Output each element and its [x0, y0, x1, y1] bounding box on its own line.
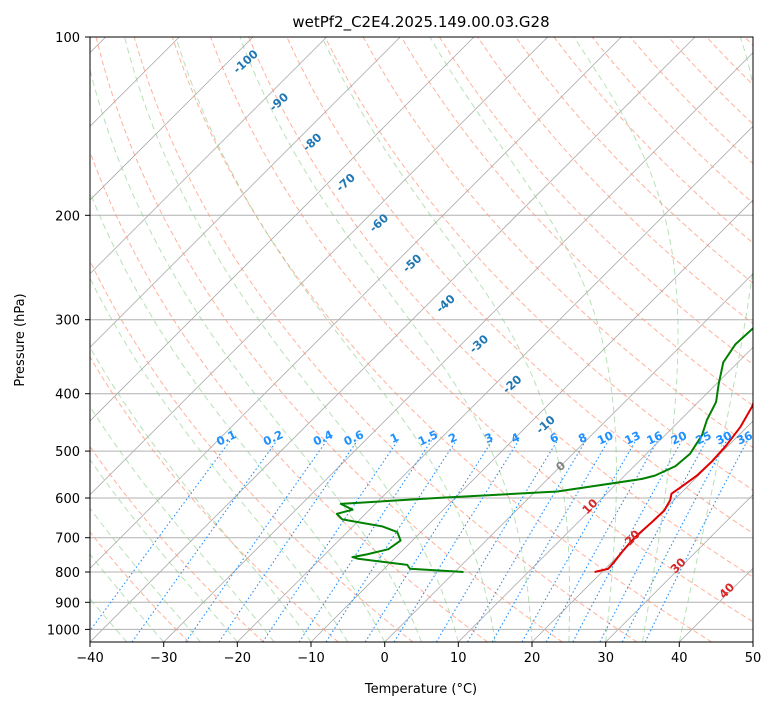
y-tick-label: 400 — [55, 388, 80, 403]
x-tick-label: −40 — [76, 651, 103, 666]
dry-adiabat-line — [90, 531, 190, 642]
dry-adiabat-line — [171, 37, 712, 642]
plot-frame — [89, 36, 754, 643]
isotherm-line — [90, 37, 327, 275]
mixing-ratio-line — [521, 440, 637, 642]
moist-adiabat-line — [90, 67, 422, 642]
y-axis-label: Pressure (hPa) — [13, 293, 28, 386]
moist-adiabat-line — [175, 37, 496, 642]
moist-adiabat-line — [429, 37, 617, 642]
x-tick-label: −20 — [224, 651, 251, 666]
temperature-series-line — [594, 401, 753, 573]
mixing-ratio-label: 25 — [693, 428, 713, 447]
mixing-ratio-label: 36 — [734, 428, 754, 447]
mixing-ratio-line — [393, 440, 520, 642]
y-tick-label: 800 — [55, 566, 80, 581]
dry-adiabat-line — [90, 150, 488, 642]
x-tick-label: −30 — [150, 651, 177, 666]
mixing-ratio-line — [298, 440, 432, 642]
y-tick-label: 900 — [55, 596, 80, 611]
mixing-ratio-line — [467, 440, 587, 642]
mixing-ratio-label: 16 — [644, 428, 664, 447]
dry-adiabat-line — [90, 445, 264, 642]
isotherm-line — [90, 37, 401, 348]
mixing-ratio-label: 30 — [714, 428, 734, 447]
isotherm-line — [752, 641, 753, 642]
y-tick-label: 1000 — [47, 623, 80, 638]
y-tick-label: 200 — [55, 209, 80, 224]
mixing-ratio-line — [364, 440, 493, 642]
isotherm-line — [458, 346, 753, 642]
dry-adiabat-line — [324, 37, 753, 491]
dry-adiabat-line — [210, 37, 753, 623]
x-tick-label: 10 — [450, 651, 467, 666]
dry-adiabat-line — [515, 37, 753, 284]
moist-adiabat-line — [321, 37, 571, 642]
moist-adiabat-line — [90, 277, 349, 642]
moist-adiabat-line — [90, 458, 238, 642]
chart-title: wetPf2_C2E4.2025.149.00.03.G28 — [292, 13, 549, 32]
mixing-ratio-label: 20 — [669, 428, 689, 447]
mixing-ratio-line — [644, 440, 748, 642]
moist-adiabat-line — [239, 37, 533, 642]
dry-adiabat-line — [90, 259, 414, 642]
moist-adiabat-line — [124, 37, 459, 642]
mixing-ratio-label: 10 — [595, 428, 615, 447]
mixing-ratio-line — [185, 440, 328, 642]
isotherm-line — [90, 37, 475, 422]
dewpoint-series-line — [335, 326, 753, 573]
mixing-ratio-label: 13 — [622, 428, 642, 447]
moist-adiabat-line — [90, 405, 275, 642]
dry-adiabat-line — [90, 356, 339, 642]
x-tick-label: 30 — [597, 651, 614, 666]
moist-adiabat-line — [90, 553, 165, 642]
plot-background — [90, 37, 753, 642]
isotherm-line — [384, 273, 753, 642]
x-tick-label: 40 — [671, 651, 688, 666]
mixing-ratio-line — [545, 440, 659, 642]
mixing-ratio-line — [131, 440, 278, 642]
moist-adiabat-line — [90, 346, 312, 642]
dry-adiabat-line — [400, 37, 753, 407]
isotherm-line — [605, 494, 753, 642]
y-tick-label: 700 — [55, 532, 80, 547]
isotherm-line — [163, 52, 753, 642]
x-tick-label: 50 — [745, 651, 762, 666]
isotherm-line — [90, 37, 548, 496]
moist-adiabat-line — [573, 37, 679, 642]
x-tick-label: 0 — [381, 651, 389, 666]
x-axis-label: Temperature (°C) — [364, 682, 477, 697]
isotherm-line — [90, 37, 622, 569]
dry-adiabat-line — [95, 37, 563, 642]
mixing-ratio-line — [435, 440, 558, 642]
mixing-ratio-line — [262, 440, 399, 642]
moist-adiabat-line — [90, 190, 386, 642]
isotherm-line — [237, 125, 753, 642]
y-tick-label: 100 — [55, 31, 80, 46]
isotherm-line — [531, 420, 753, 642]
dry-adiabat-line — [248, 37, 753, 578]
y-tick-label: 600 — [55, 492, 80, 507]
y-tick-label: 300 — [55, 314, 80, 329]
moist-adiabat-line — [678, 37, 753, 642]
dry-adiabat-line — [133, 37, 638, 642]
mixing-ratio-line — [90, 440, 231, 632]
y-tick-label: 500 — [55, 445, 80, 460]
x-tick-label: 20 — [524, 651, 541, 666]
isotherm-line — [90, 37, 254, 201]
moist-adiabat-line — [90, 597, 128, 642]
moist-adiabat-line — [90, 507, 201, 642]
mixing-ratio-line — [491, 440, 609, 642]
dry-adiabat-line — [438, 37, 753, 366]
x-tick-label: −10 — [297, 651, 324, 666]
